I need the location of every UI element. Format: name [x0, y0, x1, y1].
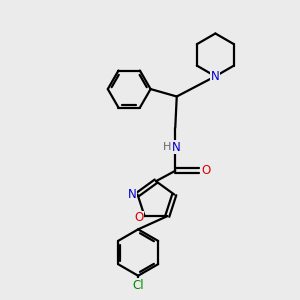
- Text: N: N: [211, 70, 220, 83]
- Text: N: N: [128, 188, 136, 201]
- Text: O: O: [201, 164, 210, 177]
- Text: N: N: [172, 140, 181, 154]
- Text: Cl: Cl: [132, 279, 144, 292]
- Text: O: O: [135, 211, 144, 224]
- Text: H: H: [163, 142, 171, 152]
